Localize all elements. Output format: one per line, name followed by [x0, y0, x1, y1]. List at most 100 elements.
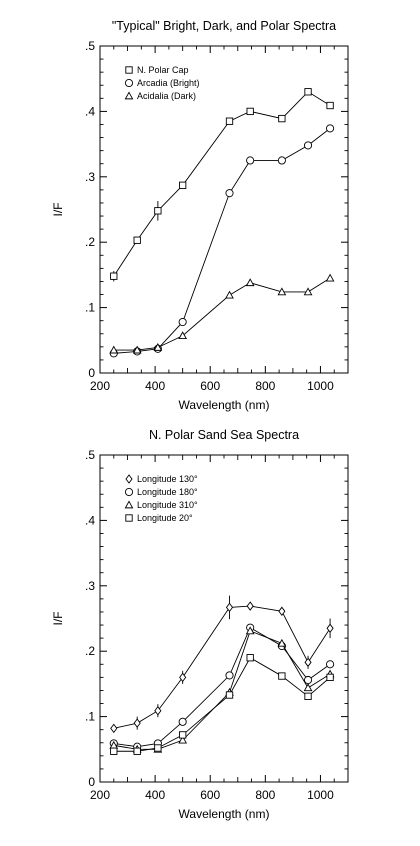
data-point	[304, 88, 312, 96]
y-tick-label: .1	[85, 710, 95, 724]
data-point	[225, 290, 234, 299]
data-point	[246, 654, 254, 662]
data-point	[133, 747, 141, 755]
series-line	[113, 128, 331, 354]
legend-entry: Acidalia (Dark)	[124, 91, 196, 101]
legend-marker	[125, 514, 133, 522]
x-tick-label: 800	[255, 379, 275, 393]
chart-title: N. Polar Sand Sea Spectra	[149, 428, 299, 442]
y-tick-label: .3	[85, 579, 95, 593]
legend-marker	[124, 91, 134, 100]
data-point	[326, 124, 335, 133]
data-point	[110, 747, 118, 755]
series-3	[109, 273, 335, 354]
series-line	[113, 657, 331, 752]
data-point	[225, 117, 234, 125]
data-point	[246, 156, 255, 165]
data-point	[246, 601, 254, 611]
data-point	[225, 602, 234, 613]
data-point	[178, 735, 188, 744]
data-point	[133, 718, 141, 728]
data-point	[110, 723, 118, 734]
x-axis-label: Wavelength (nm)	[179, 807, 270, 821]
data-point	[153, 342, 163, 351]
legend-label: Longitude 180°	[137, 487, 198, 497]
data-point	[304, 692, 312, 700]
chart-title: "Typical" Bright, Dark, and Polar Spectr…	[112, 19, 336, 33]
data-point	[110, 272, 118, 280]
x-tick-label: 200	[90, 788, 110, 802]
y-tick-label: 0	[88, 366, 95, 380]
data-point	[109, 345, 119, 354]
y-tick-label: .1	[85, 301, 95, 315]
legend-label: Acidalia (Dark)	[137, 91, 196, 101]
y-axis-label: I/F	[51, 203, 65, 217]
data-point	[178, 317, 187, 327]
series-2	[109, 623, 335, 751]
data-point	[225, 189, 234, 198]
x-tick-label: 200	[90, 379, 110, 393]
series-1	[110, 88, 334, 282]
series-line	[113, 91, 331, 277]
legend-label: N. Polar Cap	[137, 65, 189, 75]
legend-entry: Longitude 20°	[125, 513, 193, 523]
data-point	[178, 331, 188, 340]
legend-label: Longitude 130°	[137, 474, 198, 484]
data-point	[179, 731, 187, 739]
data-point	[179, 672, 187, 683]
legend-marker	[124, 500, 134, 509]
data-point	[132, 345, 142, 354]
x-tick-label: 600	[200, 379, 220, 393]
y-tick-label: .3	[85, 170, 95, 184]
data-point	[133, 236, 141, 244]
series-2	[109, 124, 335, 358]
data-point	[303, 683, 313, 692]
x-tick-label: 400	[145, 788, 165, 802]
legend-entry: N. Polar Cap	[125, 65, 189, 75]
data-point	[303, 141, 313, 150]
series-line	[113, 605, 331, 729]
data-point	[326, 660, 335, 669]
data-point	[303, 287, 313, 296]
data-point	[178, 717, 187, 726]
data-point	[304, 657, 312, 668]
data-point	[326, 623, 334, 634]
data-point	[326, 673, 334, 682]
data-point	[277, 287, 287, 296]
y-tick-label: 0	[88, 775, 95, 789]
data-point	[154, 207, 162, 215]
y-tick-label: .4	[85, 104, 95, 118]
y-axis-label: I/F	[51, 612, 65, 626]
data-point	[245, 626, 255, 635]
data-point	[326, 101, 334, 110]
data-point	[278, 606, 286, 617]
y-tick-label: .5	[85, 448, 95, 462]
legend-marker	[125, 474, 133, 484]
series-1	[110, 595, 334, 734]
series-4	[110, 654, 334, 755]
x-tick-label: 1000	[307, 788, 334, 802]
y-tick-label: .2	[85, 235, 95, 249]
data-point	[245, 278, 255, 287]
data-point	[278, 114, 286, 123]
legend-marker	[124, 487, 134, 497]
x-tick-label: 800	[255, 788, 275, 802]
y-tick-label: .4	[85, 513, 95, 527]
legend-entry: Longitude 310°	[124, 500, 198, 510]
data-point	[154, 705, 162, 716]
data-point	[325, 273, 335, 282]
legend-marker	[125, 66, 133, 74]
legend-entry: Longitude 130°	[125, 474, 198, 484]
data-point	[154, 744, 162, 752]
legend-label: Longitude 20°	[137, 513, 193, 523]
legend-label: Arcadia (Bright)	[137, 78, 200, 88]
x-axis-label: Wavelength (nm)	[179, 398, 270, 412]
chart-1: "Typical" Bright, Dark, and Polar Spectr…	[51, 19, 349, 412]
data-point	[278, 672, 286, 680]
x-tick-label: 600	[200, 788, 220, 802]
data-point	[277, 638, 287, 647]
series-line	[113, 277, 331, 351]
data-point	[225, 671, 234, 680]
series-line	[113, 627, 331, 748]
